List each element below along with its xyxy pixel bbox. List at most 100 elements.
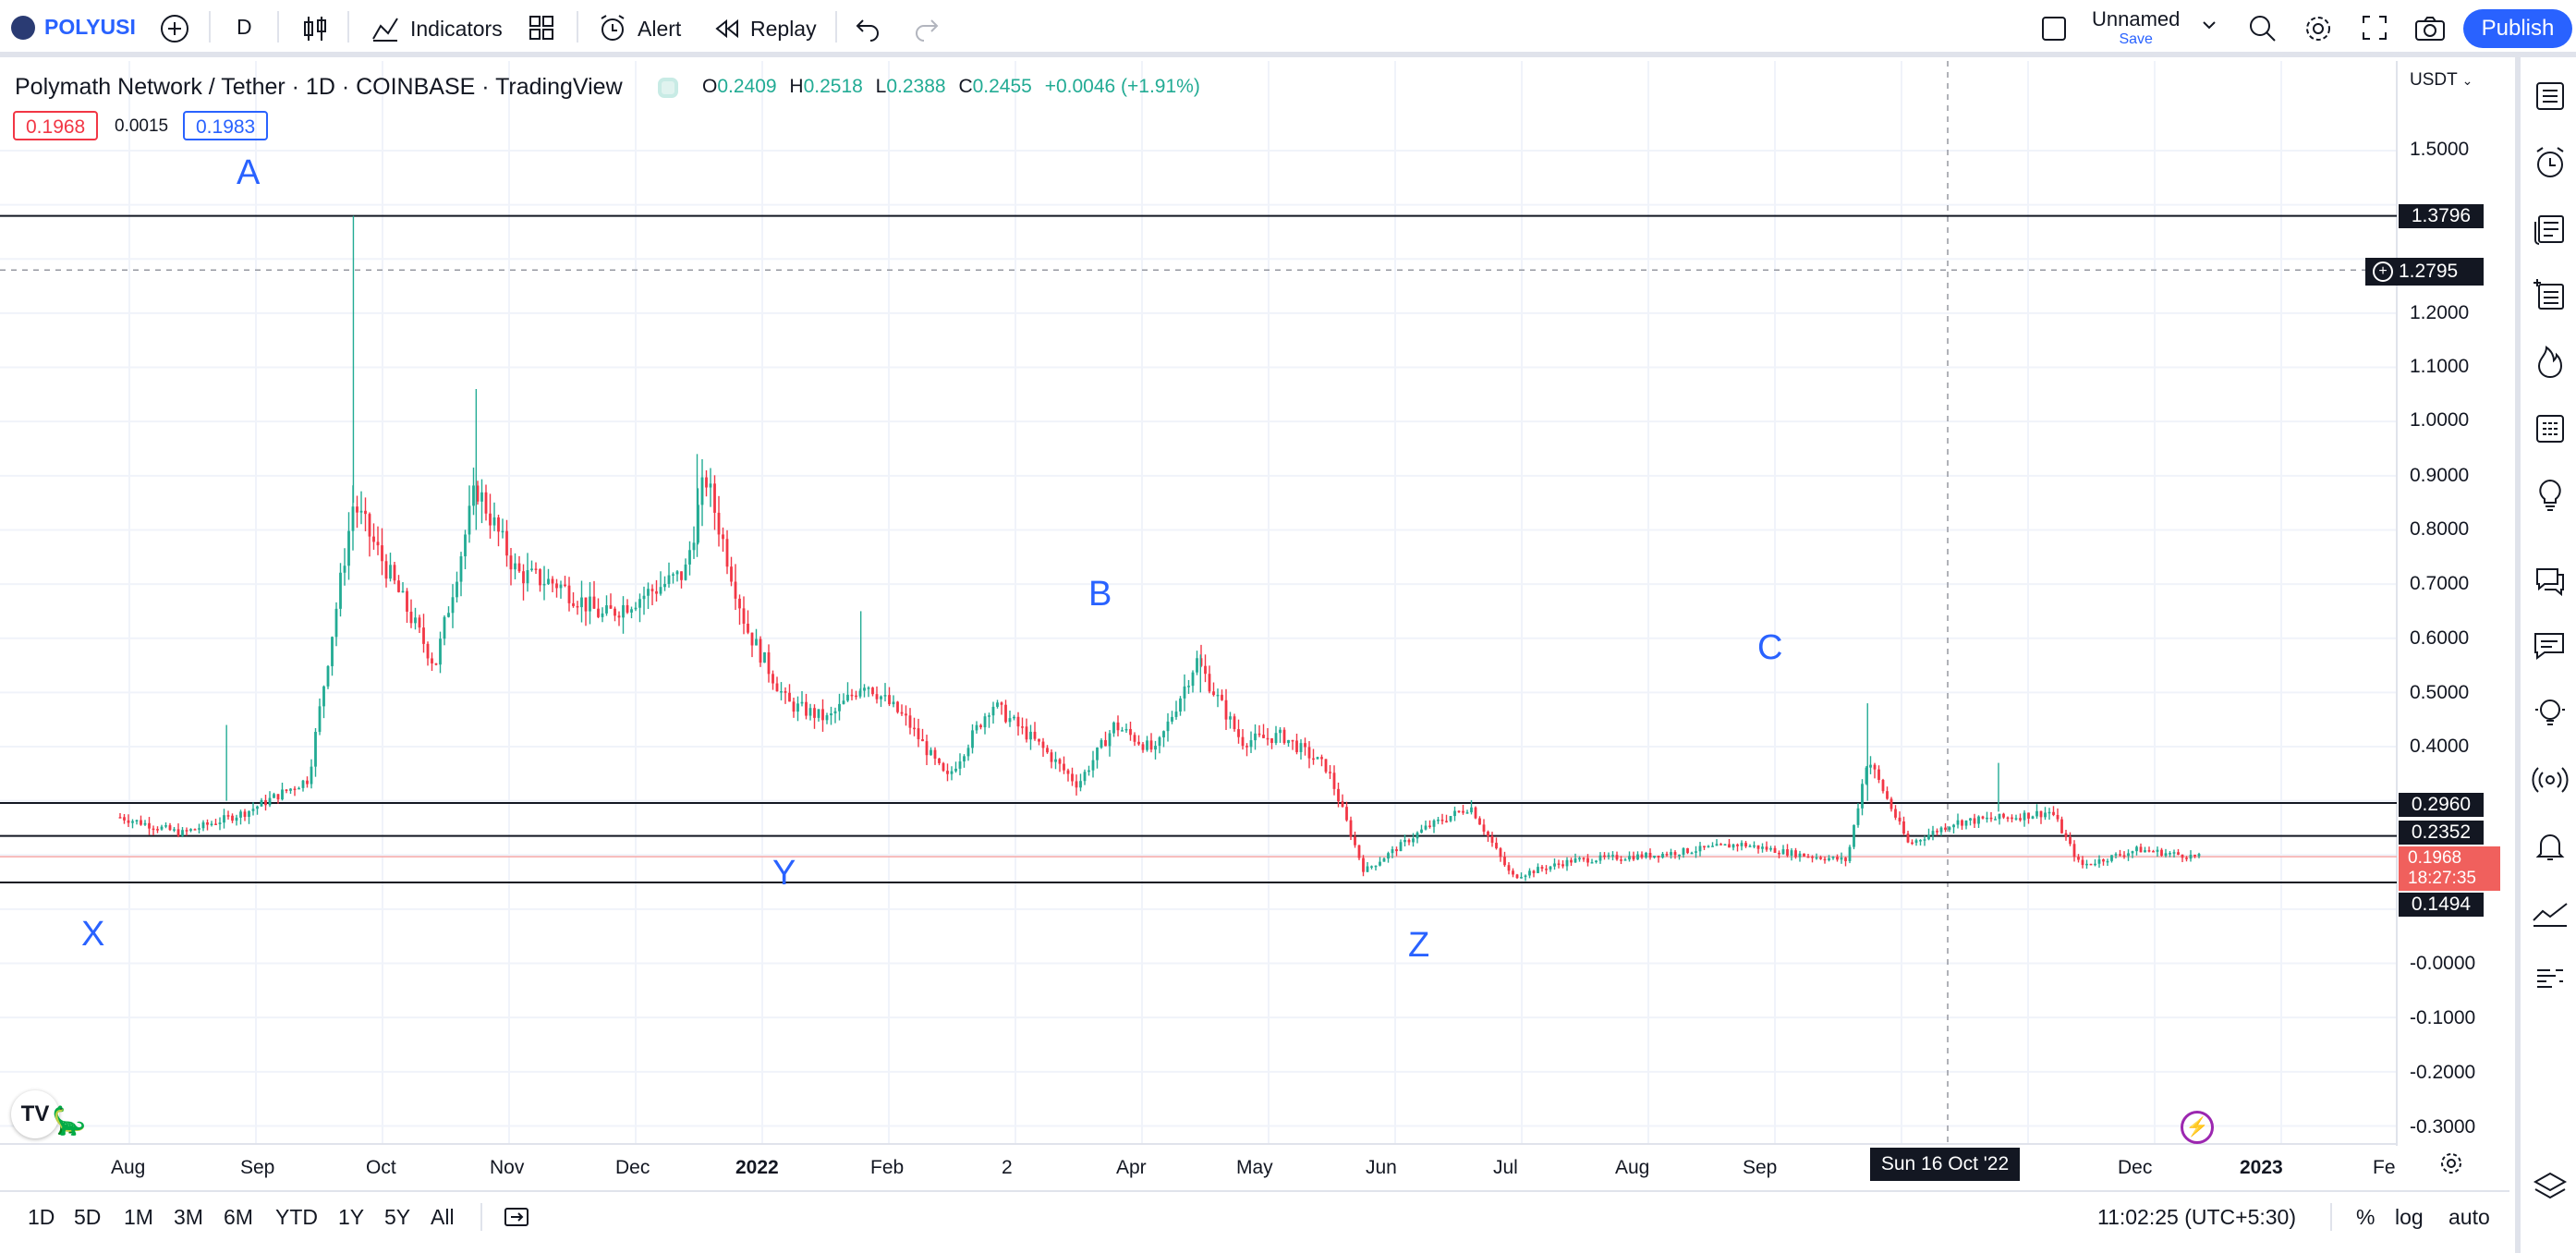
alarm-clock-icon[interactable] [2530,142,2570,183]
right-sidebar [2515,57,2576,1253]
candle-body [788,692,791,702]
redo-button[interactable] [911,13,941,43]
candle-body [2106,860,2109,863]
hline-tag[interactable]: 0.2960 [2399,793,2484,817]
candle-body [1449,816,1452,821]
chats-icon[interactable] [2530,560,2570,601]
compare-add-button[interactable] [159,13,190,44]
sell-price-button[interactable]: 0.1968 [13,111,99,140]
templates-button[interactable] [527,13,556,43]
candle-body [1287,739,1290,744]
candle-body [2185,858,2188,859]
x-tick: Sep [240,1157,275,1178]
candle-body [401,590,405,593]
calendar-icon[interactable] [2530,408,2570,449]
trading-panel-icon[interactable] [2530,893,2570,933]
chart-type-button[interactable] [301,13,329,44]
hline-tag[interactable]: 0.2352 [2399,821,2484,845]
range-1d[interactable]: 1D [28,1205,55,1229]
candle-body [539,569,541,586]
candle-body [1828,858,1830,860]
snapshot-button[interactable] [2413,13,2447,44]
layout-name-button[interactable]: Unnamed Save [2092,7,2180,48]
lightbulb-icon[interactable] [2530,475,2570,516]
settings-button[interactable] [2303,13,2334,44]
candle-body [464,534,467,557]
notifications-bell-icon[interactable] [2530,826,2570,867]
gear-icon [2306,17,2330,41]
candle-body [1154,746,1157,750]
candle-body [675,571,679,575]
range-ytd[interactable]: YTD [275,1205,318,1229]
candle-body [492,517,496,526]
candle-body [148,822,151,829]
symbol-label: POLYUSI [44,15,136,39]
log-toggle[interactable]: log [2395,1205,2424,1229]
range-all[interactable]: All [431,1205,455,1229]
candle-body [1462,810,1464,813]
range-3m[interactable]: 3M [174,1205,203,1229]
fullscreen-button[interactable] [2360,13,2389,43]
dom-icon[interactable] [2530,959,2570,1000]
time-scale-settings-button[interactable] [2437,1150,2465,1182]
clock-timezone[interactable]: 11:02:25 (UTC+5:30) [2097,1205,2296,1229]
x-tick: 2022 [735,1157,779,1178]
last-price: 0.1968 [2408,848,2462,868]
range-5d[interactable]: 5D [74,1205,102,1229]
tradingview-logo[interactable]: TV [11,1090,59,1138]
candle-body [243,811,247,817]
range-1m[interactable]: 1M [124,1205,153,1229]
range-1y[interactable]: 1Y [338,1205,365,1229]
ohlc-values: O0.2409 H0.2518 L0.2388 C0.2455 +0.0046 … [702,76,1200,98]
candle-body [1129,728,1132,736]
candle-body [1000,702,1003,705]
candle-body [1661,854,1664,858]
idea-bulb-icon[interactable] [2530,693,2570,734]
watchlist-icon[interactable] [2530,76,2570,116]
layout-menu-button[interactable] [2199,15,2219,35]
search-button[interactable] [2247,13,2278,44]
candle-body [1653,856,1656,858]
alert-button[interactable]: Alert [597,13,681,44]
lightning-icon[interactable]: ⚡ [2181,1111,2214,1144]
candle-body [1948,827,1951,830]
hline-tag[interactable]: 1.3796 [2399,204,2484,228]
bar-countdown: 18:27:35 [2408,869,2476,888]
add-list-icon[interactable] [2530,275,2570,316]
buy-price-button[interactable]: 0.1983 [183,111,269,140]
symbol-search[interactable]: POLYUSI [11,15,136,40]
candle-body [821,709,824,721]
ideas-stream-icon[interactable] [2530,626,2570,667]
range-6m[interactable]: 6M [224,1205,253,1229]
publish-button[interactable]: Publish [2463,9,2572,48]
percent-toggle[interactable]: % [2356,1205,2376,1229]
hline-tag[interactable]: 0.1494 [2399,893,2484,917]
y-tick: -0.2000 [2410,1062,2476,1083]
plus-circle-icon[interactable]: + [2373,262,2393,282]
hotlist-flame-icon[interactable] [2530,342,2570,383]
candle-body [1033,731,1037,739]
currency-selector[interactable]: USDT ⌄ [2410,70,2473,91]
candle-body [235,817,238,821]
candle-body [1066,770,1070,774]
news-icon[interactable] [2530,209,2570,249]
candle-body [318,706,322,733]
indicators-button[interactable]: Indicators [370,13,503,44]
auto-toggle[interactable]: auto [2448,1205,2490,1229]
undo-button[interactable] [854,13,883,43]
candle-body [1507,865,1511,871]
candle-body [1337,788,1340,802]
replay-button[interactable]: Replay [713,13,817,44]
candle-body [905,713,907,716]
interval-button[interactable]: D [237,15,252,40]
price-chart[interactable] [0,61,2509,1190]
candle-body [1291,739,1294,742]
range-5y[interactable]: 5Y [384,1205,411,1229]
layers-icon[interactable] [2530,1166,2570,1207]
layout-checkbox[interactable] [2040,15,2068,43]
date-range-button[interactable] [503,1203,530,1235]
candle-body [855,695,857,698]
candle-body [1645,852,1647,858]
streams-icon[interactable] [2530,760,2570,800]
candle-body [135,820,139,822]
